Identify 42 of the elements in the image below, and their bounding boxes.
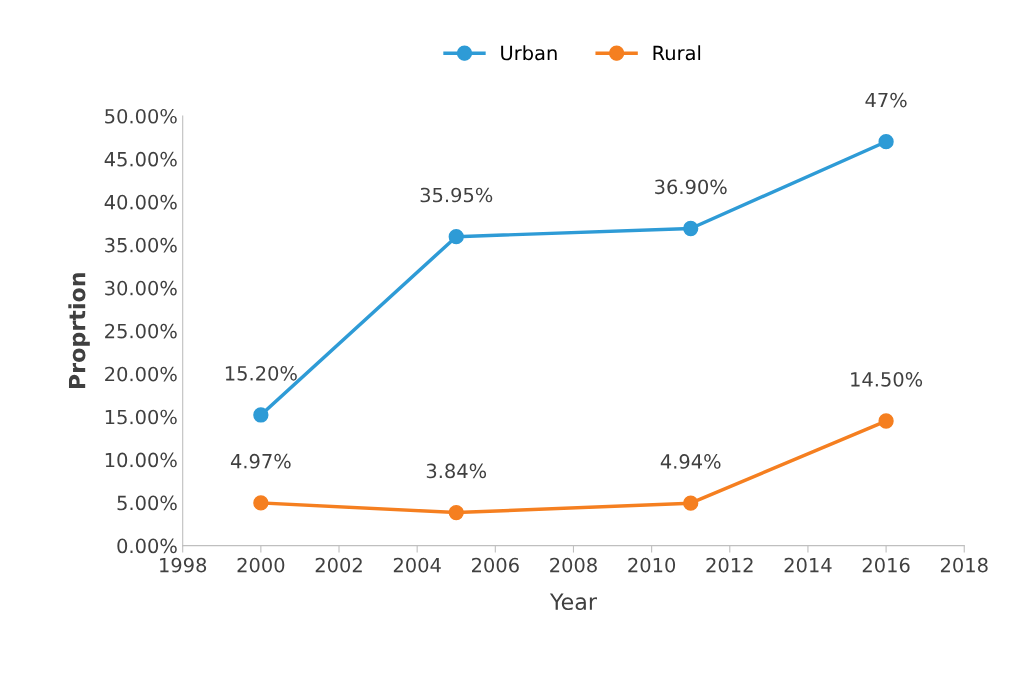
data-label: 35.95%: [420, 187, 493, 203]
x-axis-title: Year: [549, 593, 597, 611]
x-tick-label: 2006: [472, 557, 519, 573]
x-tick-label: 2000: [237, 557, 285, 573]
y-tick-label: 10.00%: [105, 452, 177, 468]
point: [253, 407, 269, 423]
data-label: 4.97%: [230, 453, 291, 469]
x-tick-label: 2018: [940, 557, 988, 573]
data-label: 15.20%: [225, 365, 297, 381]
point: [683, 495, 699, 511]
y-tick-label: 15.00%: [105, 409, 177, 425]
y-axis-title: Proprtion: [68, 273, 90, 389]
data-label: 14.50%: [851, 371, 923, 387]
data-label: 47%: [865, 92, 907, 108]
y-tick-label: 50.00%: [105, 108, 177, 124]
data-label: 3.84%: [426, 463, 487, 479]
x-tick-label: 2010: [628, 557, 676, 573]
x-tick-label: 2004: [393, 557, 441, 573]
y-tick-label: 5.00%: [117, 495, 177, 511]
y-tick-label: 35.00%: [105, 237, 177, 253]
point: [878, 413, 894, 429]
point: [253, 495, 269, 511]
legend-label: Urban: [501, 45, 557, 61]
y-tick-label: 25.00%: [105, 323, 177, 339]
x-tick-label: 1998: [160, 557, 207, 573]
x-tick-label: 2012: [706, 557, 753, 573]
point: [448, 504, 464, 521]
y-tick-label: 30.00%: [105, 280, 177, 296]
y-tick-label: 0.00%: [117, 538, 177, 554]
x-tick-label: 2002: [315, 557, 362, 573]
point: [878, 134, 894, 150]
point: [448, 229, 464, 245]
y-tick-label: 45.00%: [104, 151, 177, 167]
x-tick-label: 2008: [550, 557, 597, 573]
x-tick-label: 2014: [784, 557, 832, 573]
point: [683, 220, 699, 237]
y-tick-label: 40.00%: [104, 194, 177, 210]
data-label: 4.94%: [660, 454, 721, 469]
data-label: 36.90%: [655, 179, 727, 195]
y-tick-label: 20.00%: [105, 366, 177, 382]
x-tick-label: 2016: [862, 557, 910, 573]
legend-label: Rural: [653, 45, 701, 61]
